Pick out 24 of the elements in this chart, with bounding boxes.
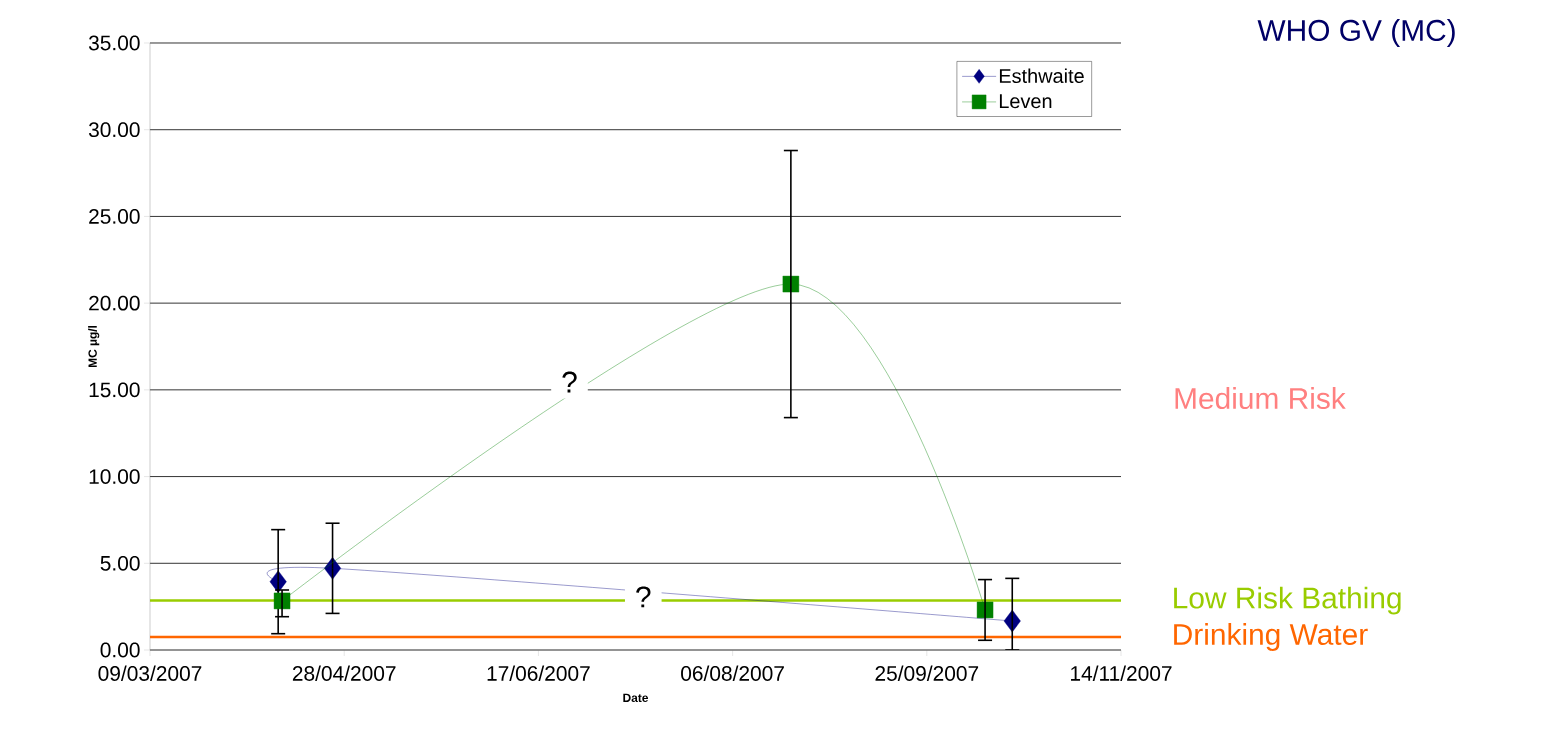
text: WHO GV (MC) <box>1257 19 1455 47</box>
y-tick-label: 0.00 <box>100 642 140 658</box>
ref-line-label: Drinking Water <box>1174 623 1368 651</box>
y-tick-label: 10.00 <box>89 469 140 484</box>
y-tick-label: 20.00 <box>89 295 140 311</box>
x-tick-label: 09/03/2007 <box>98 665 202 681</box>
x-axis-title: Date <box>623 693 649 703</box>
y-tick-label: 25.00 <box>89 209 140 224</box>
text: Medium Risk <box>1175 387 1346 410</box>
y-tick-label: 30.00 <box>88 122 140 138</box>
x-tick-label: 14/11/2007 <box>1071 665 1172 681</box>
x-tick-label: 06/08/2007 <box>681 665 784 681</box>
annotation: ? <box>636 586 651 608</box>
y-tick-label: 5.00 <box>100 555 140 571</box>
x-tick-label: 28/04/2007 <box>292 665 396 681</box>
y-tick-label: 15.00 <box>89 382 140 398</box>
y-axis-title: MC µg/l <box>88 325 100 368</box>
y-tick-label: 35.00 <box>88 35 140 51</box>
legend-label: Leven <box>999 94 1052 109</box>
ref-line-label: Low Risk Bathing <box>1174 586 1401 615</box>
x-tick-label: 17/06/2007 <box>487 665 590 681</box>
legend-label: Esthwaite <box>999 68 1084 84</box>
annotation: ? <box>562 371 577 393</box>
x-tick-label: 25/09/2007 <box>875 665 979 681</box>
